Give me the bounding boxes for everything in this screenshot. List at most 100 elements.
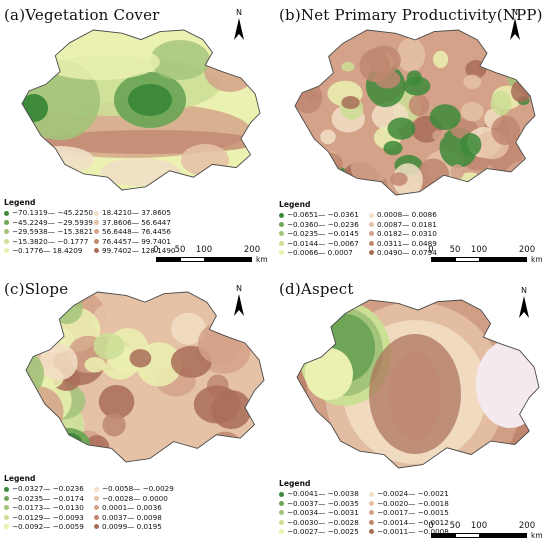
legend-swatch	[279, 222, 284, 228]
legend-swatch	[279, 501, 284, 507]
province-outline	[25, 291, 265, 463]
legend: Legend −0.0327— −0.0236 −0.0058— −0.0029−…	[4, 474, 182, 531]
legend-swatch	[369, 250, 374, 256]
legend-item: −45.2249— −29.5939	[4, 217, 93, 227]
legend-item: 0.0087— 0.0181	[369, 220, 457, 229]
legend-label: −0.0028— 0.0000	[102, 493, 168, 503]
legend-swatch	[94, 220, 99, 226]
legend-item: 0.0099— 0.0195	[94, 522, 182, 531]
legend-title: Legend	[4, 198, 36, 207]
legend-label: −45.2249— −29.5939	[12, 217, 93, 227]
legend-item: −0.0041— −0.0038	[279, 489, 367, 498]
legend-swatch	[4, 248, 9, 254]
legend-title: Legend	[279, 200, 311, 209]
scale-bar: 0 50 100 200 km	[428, 521, 542, 547]
legend-item: 0.0037— 0.0098	[94, 513, 182, 522]
legend-swatch	[4, 238, 9, 244]
legend-swatch	[94, 505, 99, 511]
legend-swatch	[279, 491, 284, 497]
legend-label: 0.0037— 0.0098	[102, 512, 162, 522]
legend-label: 0.0182— 0.0310	[377, 229, 437, 239]
legend-swatch	[4, 496, 9, 502]
legend-swatch	[94, 486, 99, 492]
legend: Legend −0.0041— −0.0038 −0.0024— −0.0021−…	[279, 479, 457, 536]
legend-label: 0.0001— 0.0036	[102, 503, 162, 513]
scale-tick-label: 200	[518, 521, 536, 531]
scale-tick-label: 50	[174, 245, 186, 255]
legend-swatch	[279, 231, 284, 237]
legend-swatch	[4, 524, 9, 530]
legend-label: 0.0099— 0.0195	[102, 522, 162, 532]
legend: Legend −70.1319— −45.2250 18.4210— 37.860…	[4, 198, 182, 255]
legend-swatch	[369, 491, 374, 497]
legend-swatch	[369, 510, 374, 516]
legend-item: −0.0651— −0.0361	[279, 210, 367, 219]
legend-label: −0.0024— −0.0021	[377, 489, 449, 499]
province-outline	[294, 29, 536, 196]
legend-swatch	[94, 238, 99, 244]
legend-label: 0.0490— 0.0794	[377, 248, 437, 258]
panel-npp: (b)Net Primary Productivity(NPP) N Legen…	[275, 0, 550, 273]
legend-item: 99.7402— 128.1490	[94, 246, 182, 255]
legend-swatch	[4, 514, 9, 520]
legend-item: 0.0182— 0.0310	[369, 229, 457, 238]
legend-item: −0.0034— −0.0031	[279, 508, 367, 517]
raster-layer	[295, 30, 535, 195]
legend-swatch	[4, 486, 9, 492]
legend-item: −0.0027— −0.0025	[279, 527, 367, 536]
legend: Legend −0.0651— −0.0361 0.0008— 0.0086 −0.…	[279, 200, 457, 257]
slope-map	[25, 291, 265, 463]
legend-label: −0.0092— −0.0059	[12, 522, 84, 532]
province-outline	[296, 299, 540, 469]
legend-item: −0.0028— 0.0000	[94, 494, 182, 503]
legend-item: −0.0235— −0.0174	[4, 494, 92, 503]
legend-item: −70.1319— −45.2250	[4, 208, 93, 217]
legend-item: −0.0011— −0.0008	[369, 527, 457, 536]
scale-tick-label: 50	[449, 245, 461, 255]
scale-unit: km	[256, 255, 268, 264]
legend-item: 37.8606— 56.6447	[94, 218, 182, 227]
legend-title: Legend	[4, 474, 36, 483]
province-outline	[21, 29, 261, 191]
legend-label: 37.8606— 56.6447	[102, 217, 171, 227]
legend-swatch	[369, 240, 374, 246]
legend-label: −0.0066— 0.0007	[287, 248, 353, 258]
scale-tick-label: 0	[428, 521, 434, 531]
legend-swatch	[369, 212, 374, 218]
legend-label: 99.7402— 128.1490	[102, 246, 176, 256]
legend-item: −0.0327— −0.0236	[4, 484, 92, 493]
legend-label: −15.3820— −0.1777	[12, 236, 89, 246]
scale-tick-label: 100	[195, 245, 213, 255]
panel-title: (d)Aspect	[279, 280, 354, 298]
legend-item: −29.5938— −15.3821	[4, 227, 93, 236]
north-arrow: N	[230, 284, 248, 318]
legend-label: 0.0087— 0.0181	[377, 219, 437, 229]
scale-tick-label: 100	[470, 245, 488, 255]
legend-item: −0.0014— −0.0012	[369, 518, 457, 527]
legend-swatch	[4, 505, 9, 511]
legend-label: 56.6448— 76.4456	[102, 227, 171, 237]
legend-swatch	[4, 229, 9, 235]
legend-label: −0.0041— −0.0038	[287, 489, 359, 499]
legend-swatch	[279, 212, 284, 218]
legend-swatch	[94, 524, 99, 530]
legend-label: −0.1776— 18.4209	[12, 246, 83, 256]
scale-tick-label: 0	[153, 245, 159, 255]
legend-swatch	[94, 496, 99, 502]
aspect-map	[296, 299, 540, 469]
legend-item: −0.0030— −0.0028	[279, 518, 367, 527]
vegetation-cover-map	[21, 29, 261, 191]
legend-item: −0.0058— −0.0029	[94, 484, 182, 493]
legend-swatch	[279, 529, 284, 535]
legend-label: −0.0037— −0.0035	[287, 498, 359, 508]
legend-swatch	[94, 514, 99, 520]
legend-label: −0.0327— −0.0236	[12, 484, 84, 494]
legend-swatch	[279, 250, 284, 256]
legend-label: −0.0144— −0.0067	[287, 238, 359, 248]
legend-swatch	[94, 210, 99, 216]
legend-label: −0.0360— −0.0236	[287, 219, 359, 229]
scale-bar: 0 50 100 200 km	[428, 245, 542, 271]
legend-item: 56.6448— 76.4456	[94, 227, 182, 236]
legend-item: −0.0092— −0.0059	[4, 522, 92, 531]
